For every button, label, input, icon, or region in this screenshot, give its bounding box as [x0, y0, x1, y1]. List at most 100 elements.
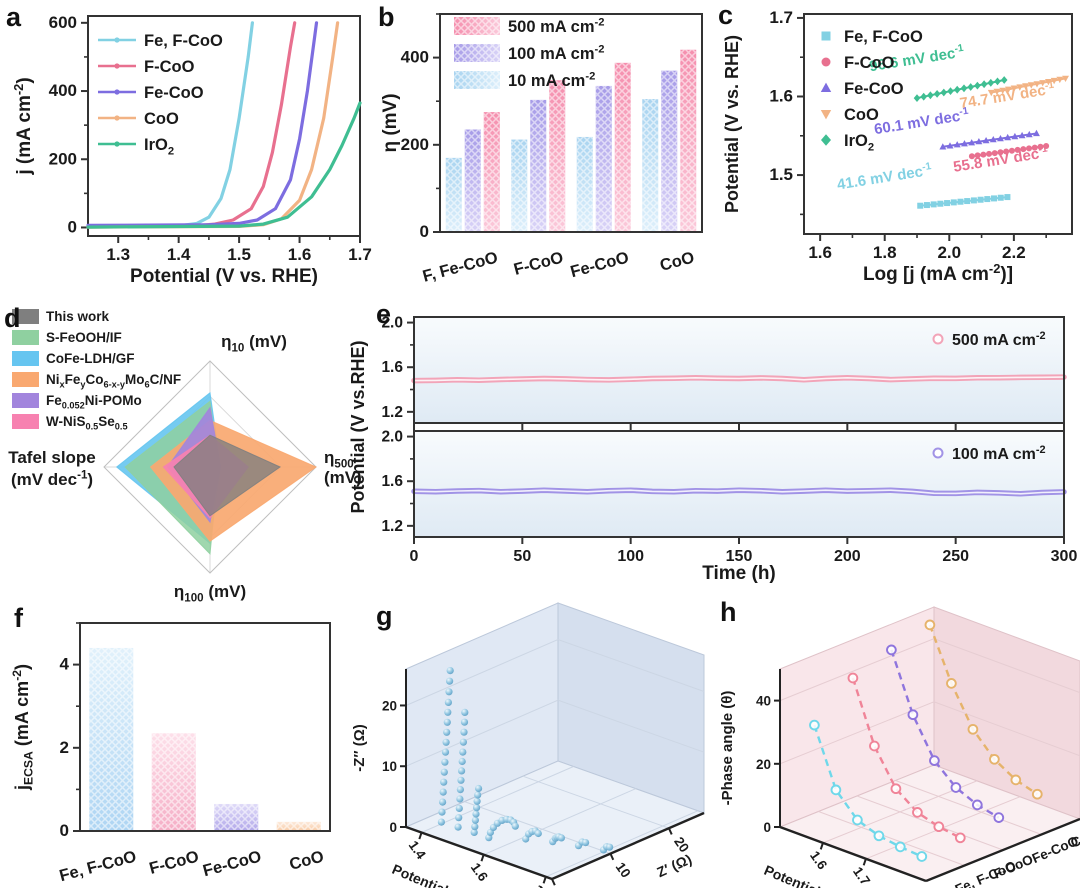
- svg-text:2.0: 2.0: [381, 315, 403, 332]
- svg-text:(mV dec-1): (mV dec-1): [11, 469, 93, 490]
- svg-text:200: 200: [49, 149, 77, 168]
- svg-text:41.6 mV dec-1: 41.6 mV dec-1: [836, 161, 934, 194]
- svg-text:-Z″ (Ω): -Z″ (Ω): [351, 724, 368, 772]
- svg-text:20: 20: [756, 757, 771, 772]
- svg-text:F-CoO: F-CoO: [844, 54, 895, 72]
- svg-text:CoO: CoO: [287, 847, 325, 873]
- svg-text:η500: η500: [324, 448, 354, 470]
- svg-text:W-NiS0.5Se0.5: W-NiS0.5Se0.5: [46, 414, 128, 432]
- svg-text:100 mA cm-2: 100 mA cm-2: [508, 44, 604, 63]
- svg-text:10: 10: [613, 860, 634, 881]
- svg-text:600: 600: [49, 13, 77, 32]
- svg-text:20: 20: [382, 698, 397, 713]
- svg-text:F-CoO: F-CoO: [147, 847, 201, 877]
- svg-text:100: 100: [617, 548, 644, 565]
- svg-text:Potential (V vs.RHE): Potential (V vs.RHE): [348, 340, 368, 513]
- svg-text:1.4: 1.4: [167, 245, 191, 264]
- panel-c: c 1.5 1.6 1.7 1.6 1.8 2.0 2.2 Log [j (mA cm-2)]…: [710, 0, 1080, 292]
- svg-text:jECSA (mA cm-2): jECSA (mA cm-2): [10, 664, 36, 791]
- svg-text:50: 50: [513, 548, 531, 565]
- svg-text:1.7: 1.7: [769, 8, 793, 27]
- svg-text:Fe, F-CoO: Fe, F-CoO: [844, 28, 923, 46]
- svg-text:1.6: 1.6: [769, 87, 793, 106]
- svg-text:10: 10: [382, 759, 397, 774]
- radar-comparison-chart: η10 (mV) η500(mV) η100 (mV) Tafel slope (mV …: [8, 309, 362, 604]
- svg-text:1.7: 1.7: [348, 245, 372, 264]
- svg-text:Potential (V vs. RHE): Potential (V vs. RHE): [130, 266, 318, 287]
- svg-text:100 mA cm-2: 100 mA cm-2: [952, 444, 1046, 463]
- svg-text:CoO: CoO: [658, 248, 696, 274]
- svg-text:IrO2: IrO2: [844, 132, 874, 153]
- svg-text:55.8 mV dec-1: 55.8 mV dec-1: [952, 143, 1050, 176]
- svg-text:4: 4: [60, 655, 70, 674]
- svg-text:η10 (mV): η10 (mV): [221, 332, 287, 354]
- svg-text:CoFe-LDH/GF: CoFe-LDH/GF: [46, 351, 135, 366]
- svg-text:1.2: 1.2: [381, 404, 403, 421]
- svg-text:CoO: CoO: [1068, 826, 1080, 851]
- svg-text:j (mA cm-2): j (mA cm-2): [11, 77, 35, 175]
- svg-text:200: 200: [834, 548, 861, 565]
- panel-letter-e: e: [376, 299, 392, 329]
- svg-text:2.0: 2.0: [381, 429, 403, 446]
- svg-text:NixFeyCo6-x-yMo6C/NF: NixFeyCo6-x-yMo6C/NF: [46, 372, 181, 390]
- svg-text:Tafel slope: Tafel slope: [8, 448, 96, 467]
- panel-g: g 1.4 1.6 1.8 10 20 0 10 20 Potential (V vs.RHE)…: [340, 595, 710, 888]
- svg-text:500 mA cm-2: 500 mA cm-2: [952, 330, 1046, 349]
- svg-text:F-CoO: F-CoO: [512, 248, 566, 278]
- svg-text:1.8: 1.8: [873, 243, 897, 262]
- svg-text:74.7 mV dec-1: 74.7 mV dec-1: [958, 80, 1056, 113]
- svg-text:η100 (mV): η100 (mV): [174, 582, 246, 604]
- panel-b: b F, Fe-CoO F-CoO Fe-CoO CoO 0 200 400 η (mV) 50…: [370, 0, 710, 292]
- svg-text:300: 300: [1051, 548, 1078, 565]
- svg-text:10 mA cm-2: 10 mA cm-2: [508, 71, 595, 90]
- panel-letter-b: b: [378, 2, 395, 32]
- svg-text:1.6: 1.6: [807, 848, 830, 872]
- svg-text:(mV): (mV): [324, 468, 362, 487]
- svg-text:-Phase angle (θ): -Phase angle (θ): [719, 691, 736, 806]
- svg-text:F-CoO: F-CoO: [144, 58, 195, 76]
- svg-text:500 mA cm-2: 500 mA cm-2: [508, 17, 604, 36]
- svg-text:F-CoO: F-CoO: [991, 852, 1035, 882]
- svg-text:This work: This work: [46, 309, 110, 324]
- svg-text:Fe-CoO: Fe-CoO: [201, 847, 263, 880]
- ecsa-bar-chart: Fe, F-CoO F-CoO Fe-CoO CoO 0 2 4 jECSA (mA cm-2…: [10, 622, 331, 885]
- svg-text:1.3: 1.3: [106, 245, 130, 264]
- overpotential-bar-chart: F, Fe-CoO F-CoO Fe-CoO CoO 0 200 400 η (mV) 500 …: [380, 13, 703, 286]
- eis-3d-nyquist-chart: 1.4 1.6 1.8 10 20 0 10 20 Potential (V vs.RHE) Z′…: [351, 602, 706, 888]
- svg-text:200: 200: [401, 135, 429, 154]
- svg-text:0: 0: [763, 820, 771, 835]
- panel-letter-d: d: [4, 303, 21, 333]
- panel-letter-g: g: [376, 601, 393, 631]
- stability-chart: 1.2 1.6 2.0 500 mA cm-2 1.2 1.6 2.0 0 50 100 150 20…: [348, 315, 1078, 584]
- svg-text:1.6: 1.6: [381, 473, 403, 490]
- svg-text:CoO: CoO: [144, 110, 179, 128]
- svg-text:2: 2: [60, 738, 69, 757]
- svg-text:20: 20: [671, 834, 692, 855]
- svg-text:1.5: 1.5: [227, 245, 251, 264]
- svg-text:1.2: 1.2: [381, 518, 403, 535]
- panel-letter-c: c: [718, 0, 734, 30]
- svg-text:Potential (V vs. RHE): Potential (V vs. RHE): [722, 35, 742, 213]
- svg-text:Fe-CoO: Fe-CoO: [144, 84, 204, 102]
- svg-text:1.6: 1.6: [288, 245, 312, 264]
- svg-text:400: 400: [49, 81, 77, 100]
- svg-text:2.0: 2.0: [937, 243, 961, 262]
- svg-text:F, Fe-CoO: F, Fe-CoO: [421, 248, 500, 285]
- svg-text:1.5: 1.5: [769, 165, 793, 184]
- svg-text:IrO2: IrO2: [144, 136, 174, 157]
- svg-text:Log [j (mA cm-2)]: Log [j (mA cm-2)]: [863, 261, 1013, 285]
- svg-text:1.6: 1.6: [808, 243, 832, 262]
- svg-text:η (mV): η (mV): [380, 93, 401, 152]
- svg-text:Fe, F-CoO: Fe, F-CoO: [144, 32, 223, 50]
- panel-d: d η10 (mV) η500 (mV) η100 (mV) Tafel slope (m…: [0, 295, 362, 604]
- svg-text:1.6: 1.6: [381, 359, 403, 376]
- svg-text:Fe-CoO: Fe-CoO: [844, 80, 904, 98]
- panel-f: f Fe, F-CoO F-CoO Fe-CoO CoO 0 2 4 jECSA (mA cm…: [0, 595, 340, 888]
- panel-a: a 0 200 400 600 1.3 1.4 1.5 1.6 1.7 Potential (V …: [0, 0, 372, 292]
- svg-text:40: 40: [756, 694, 771, 709]
- svg-text:250: 250: [942, 548, 969, 565]
